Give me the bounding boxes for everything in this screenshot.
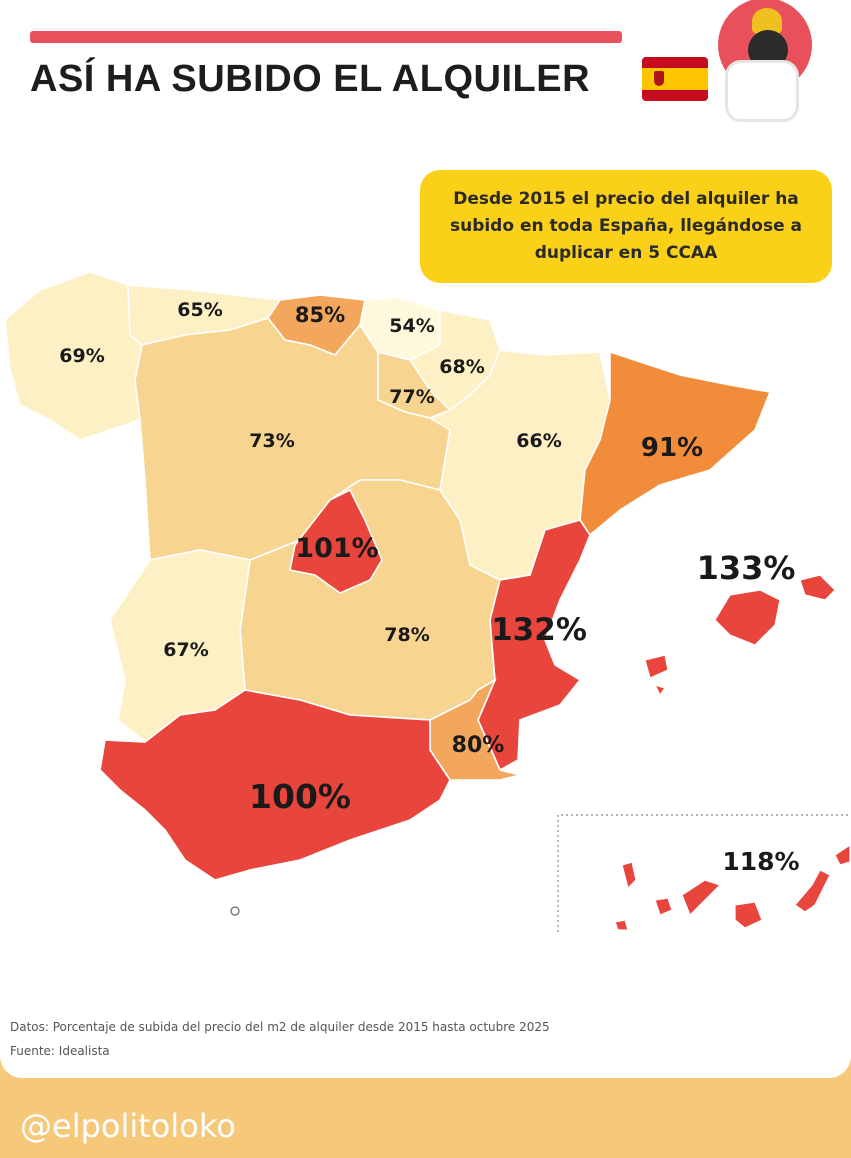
label-madrid: 101% [295,533,378,564]
region-comunidad-valenciana [477,519,591,772]
author-handle[interactable]: @elpolitoloko [20,1107,236,1145]
label-castilla-y-leon: 73% [249,430,294,452]
accent-bar [30,31,622,43]
region-andalucia [99,689,451,881]
label-cantabria: 85% [295,303,345,327]
region-islas-baleares [644,574,836,697]
label-castilla-la-mancha: 78% [384,624,429,646]
label-canarias: 118% [722,847,799,876]
label-islas-baleares: 133% [697,549,796,587]
label-pais-vasco: 54% [389,315,434,337]
region-madrid [289,488,383,594]
callout-box: Desde 2015 el precio del alquiler ha sub… [420,170,832,283]
label-la-rioja: 77% [389,386,434,408]
speech-bubble-icon [725,60,799,122]
spain-map: 69% 65% 85% 54% 68% 77% 73% 66% 91% 101%… [4,271,851,932]
label-murcia: 80% [452,733,505,758]
region-cataluna [579,350,772,537]
region-canarias [614,843,851,931]
spain-flag-icon [642,57,708,101]
label-extremadura: 67% [163,639,208,661]
callout-text: Desde 2015 el precio del alquiler ha sub… [449,189,803,263]
ceuta-dot [230,906,240,916]
page-title: ASÍ HA SUBIDO EL ALQUILER [30,58,591,100]
label-aragon: 66% [516,430,561,452]
footnote-datos: Datos: Porcentaje de subida del precio d… [10,1020,550,1034]
infographic-card: ASÍ HA SUBIDO EL ALQUILER Desde 2015 el … [0,0,851,1078]
canarias-inset-frame [557,814,851,932]
label-navarra: 68% [439,356,484,378]
label-asturias: 65% [177,299,222,321]
label-andalucia: 100% [249,777,351,816]
footnote-fuente: Fuente: Idealista [10,1044,110,1058]
region-murcia [429,678,521,781]
label-galicia: 69% [59,345,104,367]
label-cataluna: 91% [641,433,703,463]
label-comunidad-valenciana: 132% [491,612,587,648]
